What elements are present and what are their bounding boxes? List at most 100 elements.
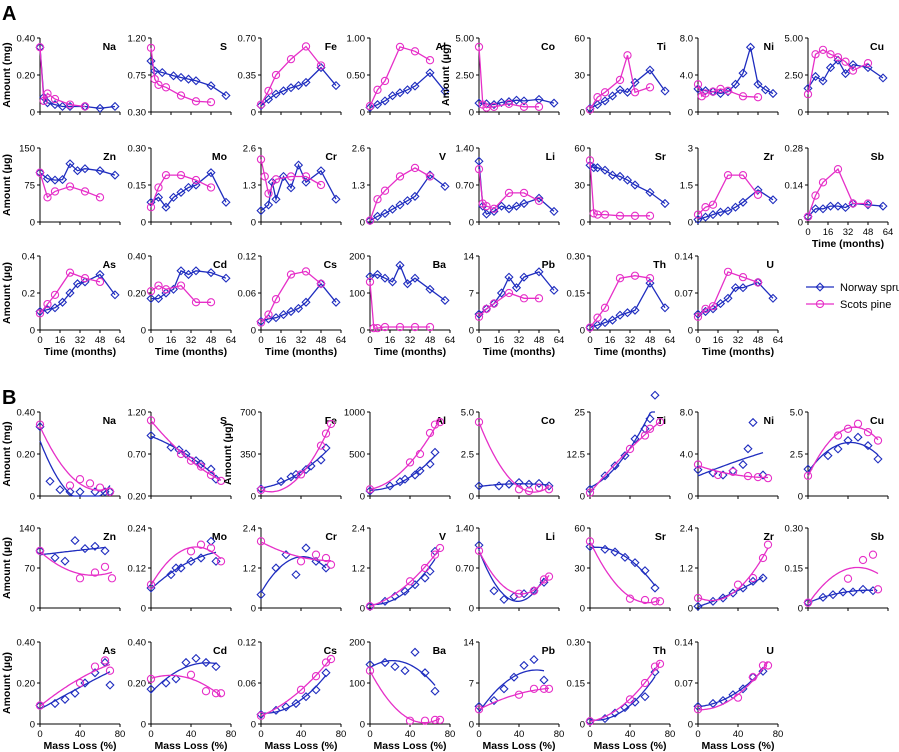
scots-pine-fit-curve [369,547,441,607]
norway-spruce-marker [474,540,484,550]
y-tick-label: 1.40 [456,144,475,155]
legend: Norway spruce Scots pine [806,282,899,311]
scots-pine-marker [264,189,273,198]
norway-spruce-marker [410,81,420,91]
y-axis-title: Amount (µg) [1,262,13,324]
scots-pine-marker [43,299,52,309]
scots-pine-marker [743,471,753,481]
y-tick-label: 2.4 [352,524,365,535]
scots-pine-marker [420,563,430,573]
y-tick-label: 0.12 [128,564,147,575]
element-label: Co [541,41,555,53]
norway-spruce-fit-curve [150,662,217,694]
norway-spruce-marker [758,666,768,676]
y-tick-label: 4.0 [680,71,693,82]
norway-spruce-marker [196,553,206,563]
scots-pine-marker [365,485,375,494]
scots-pine-marker [818,45,828,54]
norway-spruce-marker [380,596,390,606]
norway-spruce-marker [818,76,828,86]
scots-pine-marker [853,419,863,428]
norway-spruce-marker [301,297,311,307]
scots-pine-marker [395,42,405,52]
element-label: Pb [542,645,555,657]
x-tick-label: 0 [148,335,153,346]
norway-spruce-marker [271,313,281,323]
norway-spruce-marker [105,680,115,690]
y-tick-label: 0 [688,720,693,731]
scots-pine-marker [863,428,873,437]
y-tick-label: 0 [360,108,365,119]
scots-pine-marker [489,299,499,308]
y-tick-label: 500 [349,450,365,461]
norway-spruce-marker [183,74,194,84]
norway-spruce-marker [730,283,741,293]
scots-pine-marker [593,313,602,322]
subplot-B-s: 0.20 0.70 1.20 S [128,408,232,503]
element-label: Li [546,531,555,543]
y-tick-label: 0 [469,108,474,119]
norway-spruce-marker [176,266,186,276]
y-tick-label: 0 [30,492,35,503]
scots-pine-marker [763,473,773,483]
y-tick-label: 2.6 [243,144,256,155]
scots-pine-fit-curve [150,674,222,697]
y-tick-label: 0 [30,326,35,337]
norway-spruce-fit-curve [807,441,879,473]
norway-spruce-marker [420,573,430,583]
norway-spruce-marker [206,536,216,546]
norway-spruce-marker [395,88,405,98]
norway-spruce-marker [840,202,851,213]
x-tick-label: 16 [55,335,66,346]
scots-pine-marker [373,85,382,94]
scots-pine-line [369,281,430,329]
x-axis-title: Time (months) [594,346,666,358]
scots-pine-marker [35,701,45,710]
norway-spruce-marker [65,159,75,169]
y-tick-label: 200 [349,252,365,263]
scots-pine-marker [600,88,610,97]
scots-pine-fit-curve [698,661,769,711]
scots-pine-marker [365,216,375,225]
norway-spruce-marker [256,590,266,600]
norway-spruce-marker [622,87,633,97]
x-axis-title: Time (months) [44,346,116,358]
scots-pine-marker [90,662,100,671]
scots-pine-marker [50,290,60,299]
norway-spruce-marker [440,295,450,305]
scots-pine-marker [90,568,100,577]
norway-spruce-marker [321,443,331,453]
norway-spruce-marker [146,684,156,694]
scots-pine-marker [75,678,85,688]
scots-pine-marker [264,310,273,319]
scots-pine-marker [176,449,186,459]
scots-pine-marker [728,467,738,476]
scots-pine-marker [630,271,640,280]
norway-spruce-marker [168,192,179,202]
subplot-A-al: 0 0.50 1.00 Al [347,34,451,119]
y-tick-label: 2.4 [243,524,256,535]
x-axis-title: Time (months) [483,346,555,358]
norway-spruce-marker [833,444,843,454]
scots-pine-marker [848,66,858,75]
x-tick-label: 80 [226,729,237,740]
y-tick-label: 14 [463,252,474,263]
norway-spruce-marker [723,293,733,303]
y-tick-label: 0 [30,720,35,731]
scots-pine-marker [716,84,725,94]
norway-spruce-marker [585,484,595,494]
scots-pine-marker [593,93,602,102]
scots-pine-marker [405,577,415,586]
norway-spruce-marker [748,417,758,428]
norway-spruce-marker [549,285,559,295]
norway-spruce-marker [42,98,53,108]
x-tick-label: 0 [805,227,810,238]
scots-pine-marker [600,303,610,312]
norway-spruce-marker [474,309,484,319]
norway-spruce-marker [640,566,650,576]
scots-pine-marker [733,580,743,589]
scots-pine-fit-curve [807,566,879,605]
